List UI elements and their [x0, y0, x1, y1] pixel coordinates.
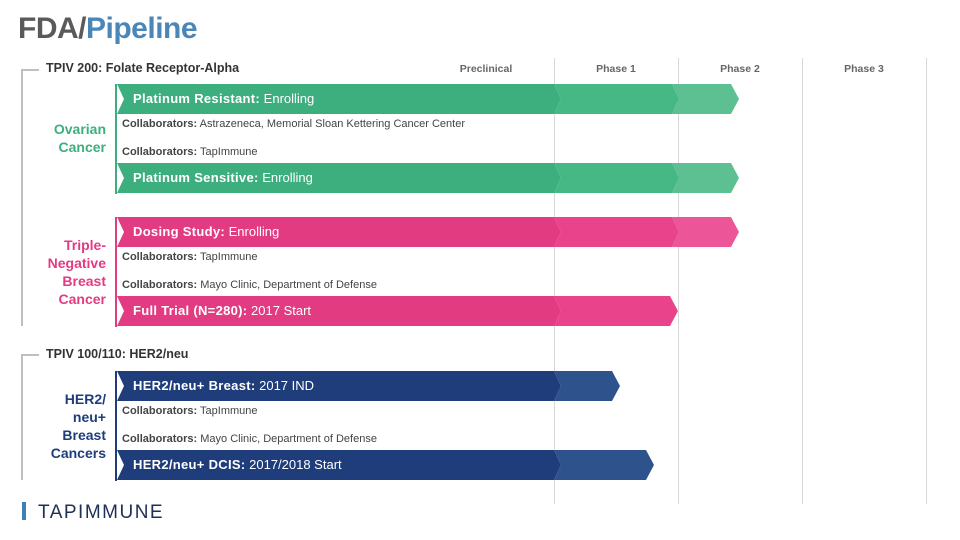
company-logo: TAPIMMUNE	[38, 502, 165, 523]
category-line: neu+	[72, 409, 106, 425]
bar-label: HER2/neu+ Breast: 2017 IND	[133, 371, 314, 401]
page-title: FDA/Pipeline	[18, 12, 198, 46]
trial-bar-platinum-resistant: Platinum Resistant: Enrolling	[117, 84, 739, 114]
collaborators-line: Collaborators: TapImmune	[122, 405, 258, 417]
bar-title: Full Trial (N=280):	[133, 303, 248, 318]
collaborators-text: TapImmune	[197, 405, 258, 417]
program-label-tpiv-100-110: TPIV 100/110: HER2/neu	[46, 347, 189, 361]
category-line: Ovarian	[53, 121, 106, 137]
phase-header-preclinical: Preclinical	[459, 63, 513, 75]
tnbc-group-line	[115, 217, 117, 327]
bar-shape	[117, 217, 739, 247]
title-part-2: Pipeline	[86, 12, 198, 45]
logo-accent-bar	[22, 502, 26, 520]
category-line: Cancer	[58, 139, 106, 155]
phase-header-phase-1: Phase 1	[596, 63, 636, 75]
collaborators-text: Mayo Clinic, Department of Defense	[197, 279, 377, 291]
category-line: HER2/	[64, 391, 106, 407]
collaborators-line: Collaborators: Astrazeneca, Memorial Slo…	[122, 118, 465, 130]
trial-bar-her2-dcis: HER2/neu+ DCIS: 2017/2018 Start	[117, 450, 654, 480]
phase-divider	[678, 58, 679, 504]
phase-header-phase-3: Phase 3	[844, 63, 884, 75]
bar-shape	[117, 371, 620, 401]
category-line: Breast	[62, 427, 106, 443]
collaborators-line: Collaborators: Mayo Clinic, Department o…	[122, 433, 377, 445]
collaborators-text: TapImmune	[197, 146, 258, 158]
collaborators-text: Astrazeneca, Memorial Sloan Kettering Ca…	[197, 118, 465, 130]
bar-status: Enrolling	[260, 91, 315, 106]
bar-title: HER2/neu+ Breast:	[133, 378, 256, 393]
collaborators-label: Collaborators:	[122, 405, 198, 417]
trial-bar-platinum-sensitive: Platinum Sensitive: Enrolling	[117, 163, 739, 193]
her2-group-line	[115, 371, 117, 481]
trial-bar-dosing-study: Dosing Study: Enrolling	[117, 217, 739, 247]
category-tnbc: Triple- Negative Breast Cancer	[30, 236, 106, 308]
collaborators-label: Collaborators:	[122, 279, 198, 291]
program-bracket-top	[21, 69, 39, 71]
bar-status: Enrolling	[225, 224, 280, 239]
collaborators-label: Collaborators:	[122, 251, 198, 263]
category-line: Negative	[47, 255, 106, 271]
phase-header-phase-2: Phase 2	[720, 63, 760, 75]
category-her2: HER2/ neu+ Breast Cancers	[30, 390, 106, 462]
ovarian-group-line	[115, 84, 117, 194]
title-part-1: FDA/	[18, 12, 87, 45]
bar-title: Dosing Study:	[133, 224, 226, 239]
collaborators-text: Mayo Clinic, Department of Defense	[197, 433, 377, 445]
bar-shape	[117, 296, 678, 326]
bar-title: Platinum Resistant:	[133, 91, 261, 106]
program-label-tpiv-200: TPIV 200: Folate Receptor-Alpha	[46, 61, 240, 75]
bar-label: HER2/neu+ DCIS: 2017/2018 Start	[133, 450, 342, 480]
collaborators-line: Collaborators: TapImmune	[122, 251, 258, 263]
collaborators-line: Collaborators: Mayo Clinic, Department o…	[122, 279, 377, 291]
program-bracket	[21, 354, 23, 480]
category-line: Cancers	[50, 445, 106, 461]
bar-status: 2017 IND	[255, 378, 315, 393]
phase-divider	[802, 58, 803, 504]
bar-shape	[117, 84, 739, 114]
category-line: Triple-	[63, 237, 106, 253]
category-ovarian-cancer: Ovarian Cancer	[30, 120, 106, 156]
bar-title: HER2/neu+ DCIS:	[133, 457, 246, 472]
program-bracket	[21, 69, 23, 326]
bar-label: Platinum Sensitive: Enrolling	[133, 163, 313, 193]
collaborators-text: TapImmune	[197, 251, 258, 263]
category-line: Cancer	[58, 291, 106, 307]
bar-title: Platinum Sensitive:	[133, 170, 259, 185]
bar-status: Enrolling	[258, 170, 313, 185]
program-bracket-top	[21, 354, 39, 356]
bar-status: 2017/2018 Start	[245, 457, 342, 472]
phase-divider	[926, 58, 927, 504]
bar-status: 2017 Start	[247, 303, 312, 318]
bar-shape	[117, 450, 654, 480]
trial-bar-her2-breast: HER2/neu+ Breast: 2017 IND	[117, 371, 620, 401]
bar-label: Dosing Study: Enrolling	[133, 217, 279, 247]
collaborators-label: Collaborators:	[122, 118, 198, 130]
category-line: Breast	[62, 273, 106, 289]
phase-divider	[554, 58, 555, 504]
collaborators-line: Collaborators: TapImmune	[122, 146, 258, 158]
collaborators-label: Collaborators:	[122, 146, 198, 158]
bar-label: Platinum Resistant: Enrolling	[133, 84, 314, 114]
collaborators-label: Collaborators:	[122, 433, 198, 445]
bar-shape	[117, 163, 739, 193]
trial-bar-full-trial: Full Trial (N=280): 2017 Start	[117, 296, 678, 326]
bar-label: Full Trial (N=280): 2017 Start	[133, 296, 311, 326]
